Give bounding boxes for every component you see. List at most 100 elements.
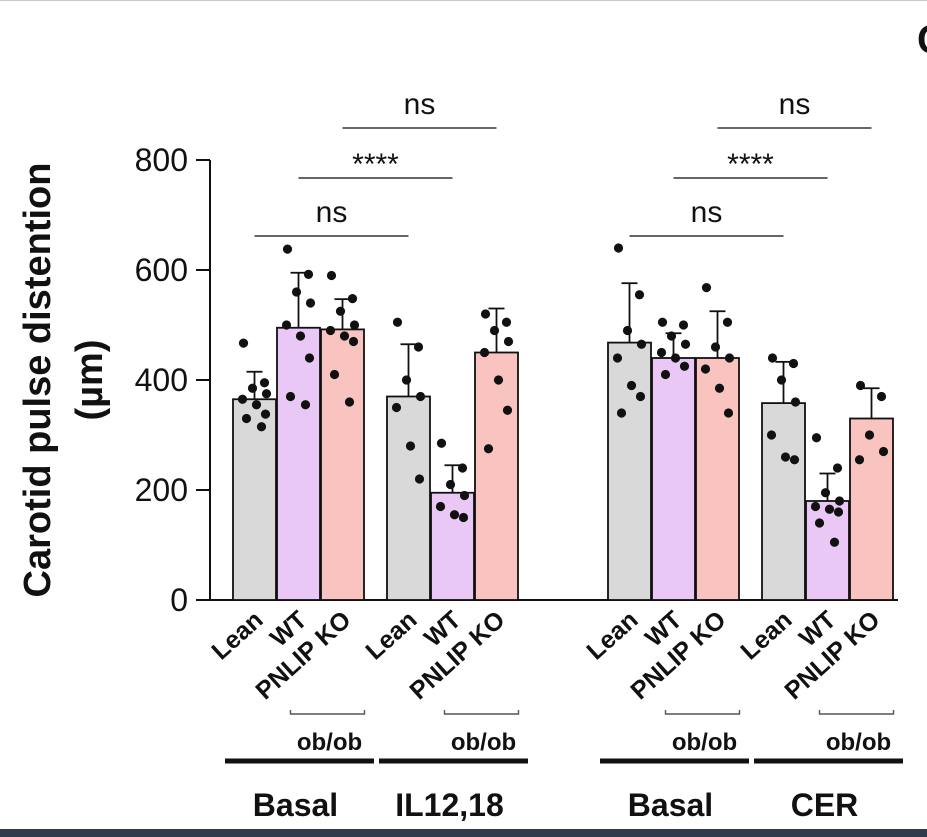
significance-label: **** [727,148,774,181]
y-tick-label: 0 [170,582,188,618]
data-point [459,490,470,501]
data-point [776,375,787,385]
significance-label: ns [779,88,811,121]
data-point [666,331,677,341]
y-tick-label: 600 [135,252,188,288]
data-point [670,353,681,363]
y-axis-label: Carotid pulse distention [17,163,59,598]
data-point [435,501,446,512]
data-point [714,383,725,393]
data-point [281,320,292,330]
y-tick-label: 800 [135,142,188,178]
data-point [304,353,315,363]
panel-label: C [917,18,927,63]
data-point [347,294,358,304]
data-point [339,331,350,341]
significance-label: ns [691,196,723,229]
data-point [391,402,402,413]
data-point [291,287,302,297]
data-point [305,298,316,308]
data-point [616,408,627,418]
ob-bracket [818,710,895,715]
data-point [811,433,822,443]
data-point [237,394,248,404]
bottom-bar [0,829,927,837]
data-point [303,269,314,279]
data-point [457,463,468,473]
data-point [656,347,667,358]
data-point [622,325,633,336]
ob-bracket [664,710,741,715]
data-point [810,501,821,512]
data-point [241,413,252,424]
data-point [834,496,845,506]
significance-label: ns [404,88,436,121]
x-tick-label: Lean [581,606,643,666]
data-point [348,336,359,347]
data-point [282,244,293,254]
bar [276,326,321,601]
data-point [660,369,671,380]
significance-label: ns [316,196,348,229]
data-point [864,430,875,440]
data-point [493,375,504,385]
data-point [415,391,426,402]
data-point [878,446,889,457]
y-axis-label: (µm) [69,340,111,421]
data-point [700,364,711,374]
bar [474,351,519,601]
significance-label: **** [352,148,399,181]
data-point [679,361,690,371]
data-point [788,358,799,369]
data-point [285,391,296,402]
bar [232,398,277,601]
data-point [854,455,865,465]
ob-label: ob/ob [826,729,891,756]
top-border [0,0,927,1]
data-point [238,338,249,348]
data-point [251,400,262,410]
data-point [413,342,424,352]
ob-bracket [443,710,520,715]
data-point [300,400,311,410]
data-point [824,504,835,514]
bar [320,328,365,601]
data-point [295,331,306,341]
ob-bracket [289,710,366,715]
data-point [780,452,791,462]
data-point [436,438,447,448]
x-tick-label: Lean [206,606,268,666]
data-point [833,507,844,517]
data-point [349,320,360,330]
data-point [634,290,645,300]
bar [386,395,431,601]
data-point [329,369,340,380]
data-point [458,512,469,523]
ob-label: ob/ob [297,729,362,756]
data-point [613,243,624,253]
data-point [480,309,491,319]
data-point [503,336,514,347]
data-point [501,317,512,327]
group-label: Basal [253,787,338,823]
data-point [405,441,416,451]
data-point [657,317,668,327]
data-point [814,518,825,528]
data-point [261,389,272,399]
data-point [710,342,721,352]
data-point [722,317,733,327]
bar [849,417,894,601]
data-point [449,510,460,520]
group-label: CER [791,787,859,823]
data-point [635,391,646,402]
data-point [767,353,778,363]
data-point [335,306,346,316]
data-point [479,347,490,358]
data-point [701,283,712,293]
data-point [680,339,691,349]
bar [695,357,740,601]
ob-label: ob/ob [451,729,516,756]
data-point [325,325,336,336]
data-point [820,488,831,498]
